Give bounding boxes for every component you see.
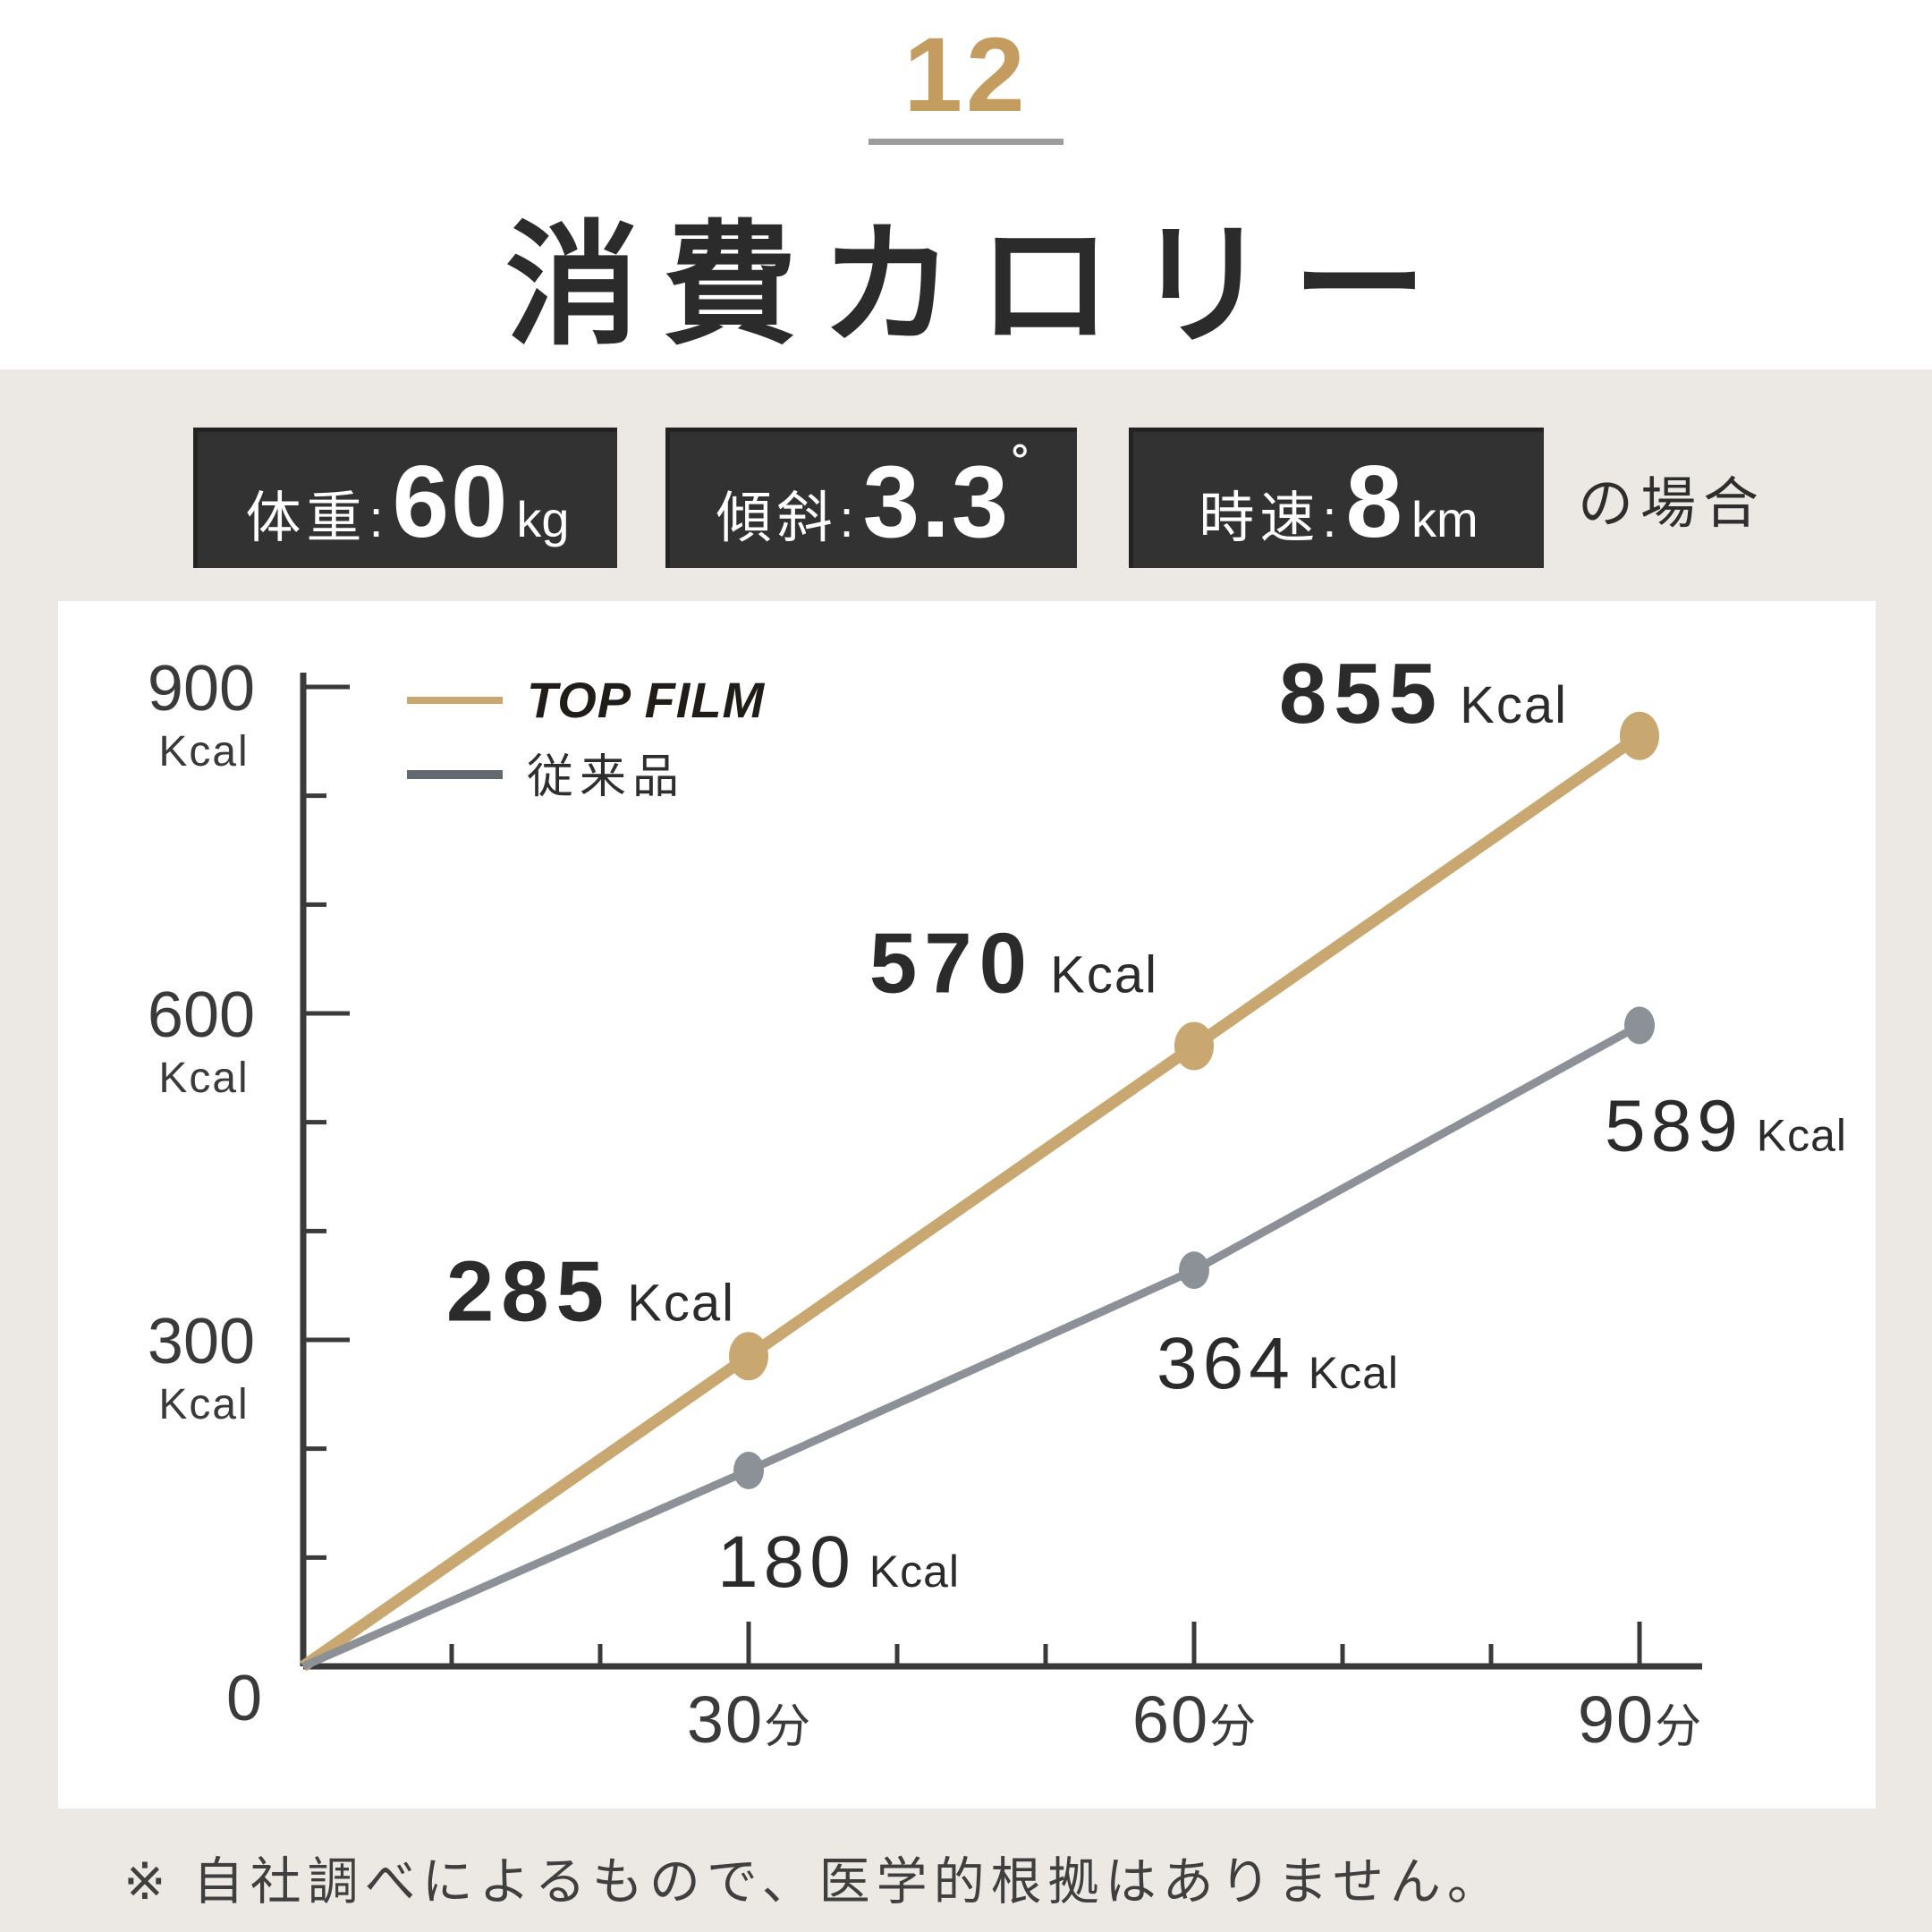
dl-num: 180 (717, 1521, 856, 1603)
badge-weight: 体重:60 kg (193, 428, 617, 568)
dl-num: 570 (869, 916, 1034, 1012)
dl-unit: Kcal (1034, 946, 1158, 1004)
data-label-topfilm: 285 Kcal (446, 1243, 735, 1339)
header-divider (869, 139, 1063, 145)
badge-speed-label: 時速 (1199, 487, 1321, 549)
data-label-conventional: 364 Kcal (1157, 1323, 1399, 1404)
dl-num: 285 (446, 1243, 611, 1339)
xtick-num: 60 (1132, 1682, 1209, 1757)
y-tick-label: 300 (148, 1306, 255, 1377)
dl-unit: Kcal (856, 1546, 960, 1597)
chart-card: 900 Kcal 600 Kcal 300 Kcal 0 30分 60分 90分 285 Kcal 5… (58, 601, 1876, 1809)
series-topfilm-line (300, 731, 1643, 1672)
dl-unit: Kcal (1743, 1110, 1847, 1160)
conditions-suffix: の場合 (1578, 472, 1767, 535)
page-number: 12 (903, 16, 1029, 134)
data-label-conventional: 589 Kcal (1605, 1085, 1847, 1166)
data-label-topfilm: 855 Kcal (1279, 646, 1568, 741)
badge-speed-value: 8 (1345, 445, 1404, 559)
dl-num: 855 (1279, 646, 1444, 741)
data-label-conventional: 180 Kcal (717, 1521, 960, 1603)
y-tick-unit: Kcal (158, 1055, 249, 1102)
y-tick-label: 600 (148, 979, 255, 1051)
y-tick-label: 900 (148, 653, 255, 724)
badge-speed: 時速:8 km (1129, 428, 1544, 568)
origin-label: 0 (226, 1663, 262, 1734)
footnote: ※ 自社調べによるもので、医学的根拠はありません。 (123, 1853, 1504, 1911)
y-tick-unit: Kcal (158, 1381, 249, 1428)
xtick-unit: 分 (1655, 1701, 1701, 1753)
series-conventional-point (1179, 1251, 1209, 1290)
topfilm-logo: TOP FILM (527, 672, 766, 728)
badge-weight-value: 60 (392, 445, 510, 559)
header-section: 12 消費カロリー (0, 0, 1932, 369)
xtick-num: 90 (1578, 1682, 1655, 1757)
conditions-row: 体重:60 kg 傾斜:3.3 ˚ 時速:8 km の場合 (193, 428, 1766, 568)
y-tick-unit: Kcal (158, 728, 249, 775)
xtick-num: 30 (687, 1682, 764, 1757)
xtick-unit: 分 (1209, 1701, 1256, 1753)
badge-incline-colon: : (839, 490, 854, 548)
series-conventional-point (1624, 1006, 1655, 1045)
badge-weight-label: 体重 (245, 487, 368, 549)
badge-incline: 傾斜:3.3 ˚ (665, 428, 1077, 568)
badge-speed-colon: : (1322, 490, 1337, 548)
dl-num: 364 (1157, 1323, 1295, 1404)
series-conventional-line (301, 1021, 1642, 1671)
dl-unit: Kcal (611, 1274, 735, 1332)
dl-unit: Kcal (1295, 1348, 1399, 1398)
badge-incline-value: 3.3 (862, 445, 1011, 559)
xtick-unit: 分 (764, 1701, 810, 1753)
x-tick-label: 90分 (1578, 1682, 1701, 1757)
badge-incline-label: 傾斜 (716, 487, 838, 549)
page-title: 消費カロリー (504, 210, 1450, 360)
dl-num: 589 (1605, 1085, 1743, 1166)
x-tick-label: 30分 (687, 1682, 810, 1757)
badge-incline-unit: ˚ (1012, 438, 1031, 503)
x-tick-label: 60分 (1132, 1682, 1256, 1757)
dl-unit: Kcal (1444, 676, 1568, 734)
series-conventional-point (733, 1452, 764, 1489)
badge-weight-unit: kg (516, 491, 570, 547)
series-topfilm-point (1174, 1021, 1214, 1071)
legend-label-conventional: 従来品 (527, 751, 685, 803)
badge-speed-unit: km (1411, 491, 1479, 547)
series-topfilm-point (1620, 711, 1659, 760)
badge-weight-colon: : (369, 490, 384, 548)
data-label-topfilm: 570 Kcal (869, 916, 1158, 1012)
series-topfilm-point (729, 1332, 768, 1381)
